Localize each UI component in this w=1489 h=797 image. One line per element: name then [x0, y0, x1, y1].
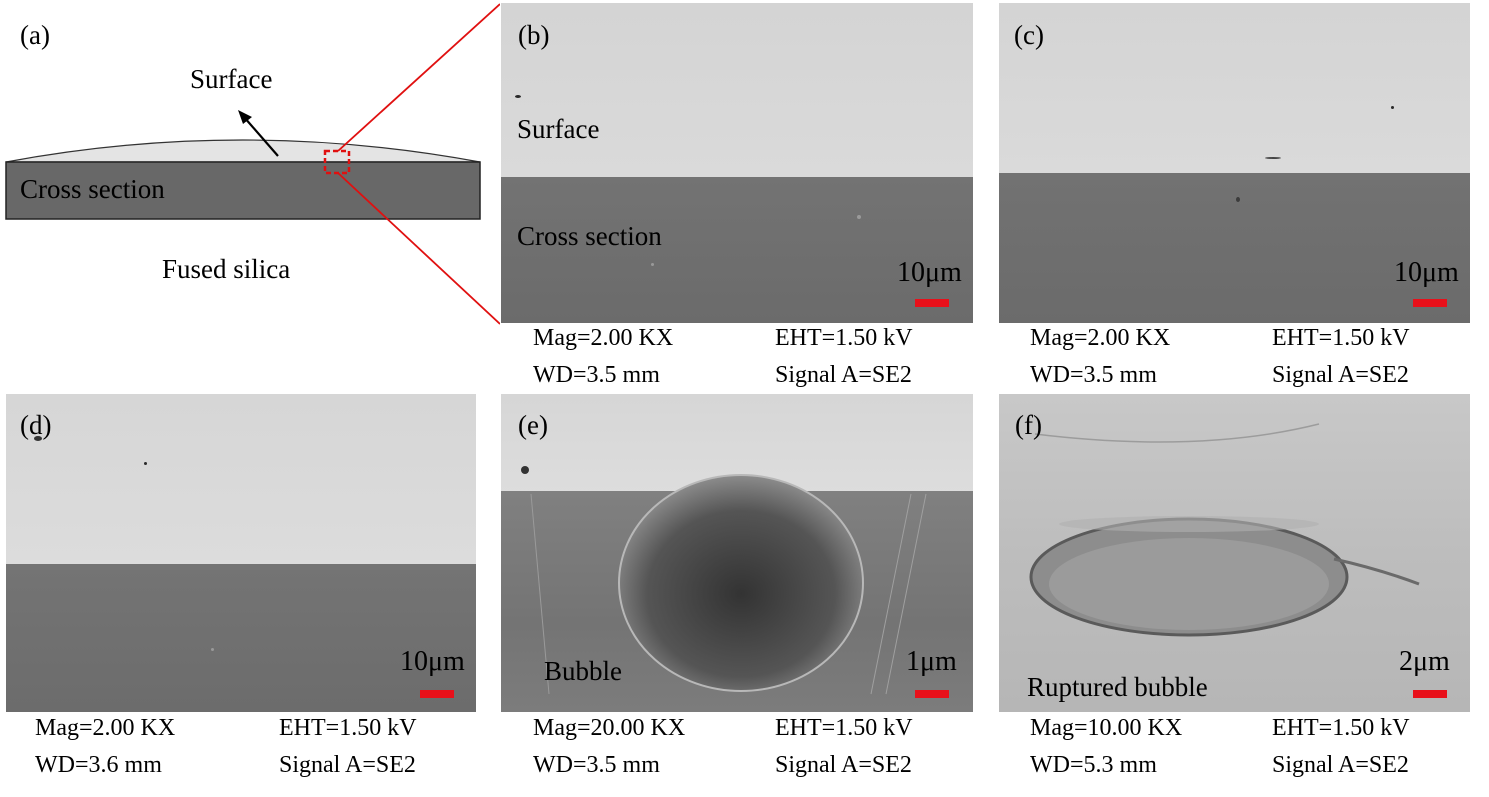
- material-label: Fused silica: [162, 254, 291, 284]
- signal-readout: Signal A=SE2: [1272, 752, 1409, 778]
- mag-readout: Mag=2.00 KX: [533, 325, 674, 351]
- arrow-head: [238, 110, 252, 124]
- scale-bar: [915, 299, 949, 307]
- eht-readout: EHT=1.50 kV: [775, 325, 913, 351]
- cross-section-region: [501, 177, 973, 323]
- wd-readout: WD=3.5 mm: [1030, 362, 1157, 388]
- cross-section-label: Cross section: [517, 221, 662, 251]
- bubble-graphic: [521, 466, 927, 695]
- panel-d-label: (d): [20, 410, 52, 440]
- particle: [1391, 106, 1394, 109]
- eht-readout: EHT=1.50 kV: [1272, 715, 1410, 741]
- ruptured-bubble-graphic: [1029, 423, 1420, 637]
- scale-bar-label: 10μm: [897, 257, 962, 288]
- panel-f-image: (f) Ruptured bubble 2μm: [999, 394, 1470, 712]
- wd-readout: WD=5.3 mm: [1030, 752, 1157, 778]
- scale-bar-label: 1μm: [906, 646, 957, 677]
- particle: [1236, 197, 1240, 202]
- particle: [144, 462, 147, 465]
- scale-bar-label: 2μm: [1399, 646, 1450, 677]
- wd-readout: WD=3.5 mm: [533, 752, 660, 778]
- mag-readout: Mag=20.00 KX: [533, 715, 686, 741]
- eht-readout: EHT=1.50 kV: [775, 715, 913, 741]
- particle: [515, 95, 521, 98]
- particle: [521, 466, 529, 474]
- panel-a-label: (a): [20, 20, 50, 50]
- particle: [857, 215, 861, 219]
- signal-readout: Signal A=SE2: [279, 752, 416, 778]
- scale-bar: [420, 690, 454, 698]
- signal-readout: Signal A=SE2: [775, 752, 912, 778]
- sample-schematic: [5, 3, 500, 325]
- panel-e-image: (e) Bubble 1μm: [501, 394, 973, 712]
- mag-readout: Mag=10.00 KX: [1030, 715, 1183, 741]
- mag-readout: Mag=2.00 KX: [35, 715, 176, 741]
- particle: [651, 263, 654, 266]
- zoom-box: [323, 149, 351, 175]
- surface-arrow: [243, 116, 279, 157]
- cross-section-region: [6, 564, 476, 712]
- panel-e-label: (e): [518, 410, 548, 440]
- scale-bar: [1413, 690, 1447, 698]
- mag-readout: Mag=2.00 KX: [1030, 325, 1171, 351]
- wd-readout: WD=3.5 mm: [533, 362, 660, 388]
- scale-bar: [915, 690, 949, 698]
- panel-c-label: (c): [1014, 20, 1044, 50]
- surface-label: Surface: [517, 114, 600, 144]
- bubble-label: Bubble: [544, 656, 622, 686]
- wd-readout: WD=3.6 mm: [35, 752, 162, 778]
- scale-bar-label: 10μm: [1394, 257, 1459, 288]
- scale-bar: [1413, 299, 1447, 307]
- signal-readout: Signal A=SE2: [775, 362, 912, 388]
- panel-f-label: (f): [1015, 410, 1042, 440]
- zoom-line-top: [337, 3, 500, 152]
- ruptured-bubble-label: Ruptured bubble: [1027, 672, 1208, 702]
- cross-section-label: Cross section: [20, 174, 165, 204]
- surface-dome: [5, 139, 481, 163]
- eht-readout: EHT=1.50 kV: [279, 715, 417, 741]
- panel-d-image: (d) 10μm: [6, 394, 476, 712]
- cross-section-block: [5, 161, 481, 220]
- scale-bar-label: 10μm: [400, 646, 465, 677]
- particle: [1265, 157, 1281, 159]
- surface-label: Surface: [190, 64, 273, 94]
- particle: [211, 648, 214, 651]
- particle: [34, 436, 42, 441]
- bubble: [618, 474, 864, 692]
- panel-b-label: (b): [518, 20, 550, 50]
- signal-readout: Signal A=SE2: [1272, 362, 1409, 388]
- cross-section-region: [999, 173, 1470, 323]
- surface-region: [999, 3, 1470, 175]
- eht-readout: EHT=1.50 kV: [1272, 325, 1410, 351]
- zoom-line-bottom: [337, 172, 500, 325]
- panel-c-image: (c) 10μm: [999, 3, 1470, 323]
- surface-region: [501, 3, 973, 179]
- panel-b-image: (b) Surface Cross section 10μm: [501, 3, 973, 323]
- surface-region: [6, 394, 476, 566]
